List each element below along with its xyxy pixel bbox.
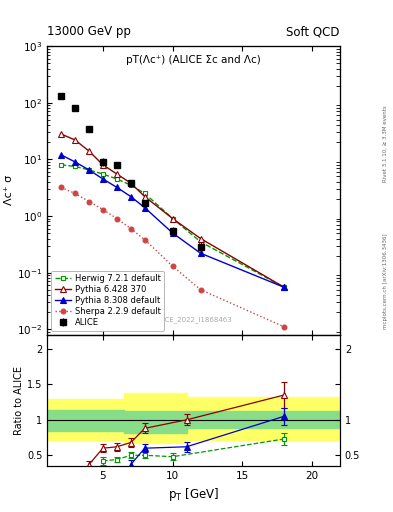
Pythia 8.308 default	[59, 152, 63, 158]
Sherpa 2.2.9 default	[101, 206, 105, 212]
Text: mcplots.cern.ch [arXiv:1306.3436]: mcplots.cern.ch [arXiv:1306.3436]	[383, 234, 387, 329]
Pythia 6.428 370	[129, 180, 133, 186]
Pythia 8.308 default	[142, 205, 147, 211]
Herwig 7.2.1 default	[73, 163, 77, 169]
Herwig 7.2.1 default	[142, 190, 147, 197]
Herwig 7.2.1 default	[282, 284, 286, 290]
Herwig 7.2.1 default	[86, 167, 91, 173]
Text: 13000 GeV pp: 13000 GeV pp	[47, 26, 131, 38]
Line: Herwig 7.2.1 default: Herwig 7.2.1 default	[59, 162, 286, 290]
Pythia 8.308 default	[86, 167, 91, 173]
Pythia 6.428 370	[114, 171, 119, 177]
Y-axis label: Λc⁺ σ: Λc⁺ σ	[4, 175, 14, 205]
Herwig 7.2.1 default	[129, 182, 133, 188]
Sherpa 2.2.9 default	[142, 237, 147, 243]
Pythia 6.428 370	[59, 131, 63, 137]
Herwig 7.2.1 default	[170, 216, 175, 222]
Legend: Herwig 7.2.1 default, Pythia 6.428 370, Pythia 8.308 default, Sherpa 2.2.9 defau: Herwig 7.2.1 default, Pythia 6.428 370, …	[51, 270, 164, 331]
Pythia 6.428 370	[73, 137, 77, 143]
Sherpa 2.2.9 default	[73, 190, 77, 197]
Sherpa 2.2.9 default	[129, 225, 133, 231]
Sherpa 2.2.9 default	[170, 263, 175, 269]
Line: Sherpa 2.2.9 default: Sherpa 2.2.9 default	[59, 185, 286, 329]
Pythia 8.308 default	[170, 230, 175, 236]
Y-axis label: Ratio to ALICE: Ratio to ALICE	[14, 366, 24, 435]
Pythia 8.308 default	[101, 176, 105, 182]
Pythia 8.308 default	[129, 194, 133, 200]
Herwig 7.2.1 default	[198, 239, 203, 245]
Pythia 8.308 default	[114, 184, 119, 190]
Sherpa 2.2.9 default	[282, 324, 286, 330]
Pythia 6.428 370	[142, 194, 147, 200]
Pythia 6.428 370	[101, 162, 105, 168]
Sherpa 2.2.9 default	[198, 287, 203, 293]
Herwig 7.2.1 default	[101, 171, 105, 177]
Pythia 6.428 370	[170, 216, 175, 222]
Text: ALICE_2022_I1868463: ALICE_2022_I1868463	[155, 316, 232, 323]
Text: pT(Λc⁺) (ALICE Σc and Λc): pT(Λc⁺) (ALICE Σc and Λc)	[126, 55, 261, 65]
Pythia 6.428 370	[282, 284, 286, 290]
Pythia 6.428 370	[198, 236, 203, 242]
Sherpa 2.2.9 default	[59, 184, 63, 190]
Pythia 8.308 default	[73, 159, 77, 165]
Pythia 6.428 370	[86, 148, 91, 154]
Line: Pythia 6.428 370: Pythia 6.428 370	[58, 131, 287, 290]
Pythia 8.308 default	[282, 284, 286, 290]
Herwig 7.2.1 default	[114, 176, 119, 182]
Sherpa 2.2.9 default	[86, 199, 91, 205]
Text: Rivet 3.1.10, ≥ 3.3M events: Rivet 3.1.10, ≥ 3.3M events	[383, 105, 387, 182]
X-axis label: p$_{\rm T}$ [GeV]: p$_{\rm T}$ [GeV]	[168, 486, 219, 503]
Text: Soft QCD: Soft QCD	[286, 26, 340, 38]
Sherpa 2.2.9 default	[114, 216, 119, 222]
Herwig 7.2.1 default	[59, 162, 63, 168]
Pythia 8.308 default	[198, 250, 203, 257]
Line: Pythia 8.308 default: Pythia 8.308 default	[58, 152, 287, 290]
